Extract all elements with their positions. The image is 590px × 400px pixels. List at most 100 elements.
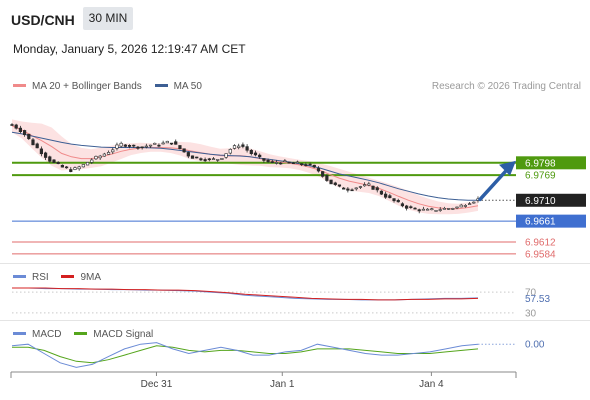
candle-body: [363, 184, 367, 187]
candle-body: [228, 148, 232, 154]
candle-body: [400, 203, 405, 207]
price-badge-resistance: [516, 156, 586, 170]
candle-body: [459, 204, 463, 208]
chart-datetime: Monday, January 5, 2026 12:19:47 AM CET: [13, 42, 246, 56]
candle-body: [434, 210, 438, 212]
candle-body: [10, 124, 14, 126]
candle-body: [153, 142, 157, 145]
candle-body: [295, 161, 300, 164]
candle-body: [203, 159, 207, 162]
candle-body: [417, 209, 421, 212]
candle-body: [384, 193, 388, 198]
candle-body: [245, 146, 249, 151]
candle-body: [207, 158, 211, 161]
candle-body: [283, 160, 287, 163]
rsi-legend: RSI 9MA: [13, 272, 101, 283]
candle-body: [463, 205, 468, 207]
candles-group: [10, 123, 480, 214]
candle-body: [430, 208, 434, 211]
candle-body: [237, 145, 241, 148]
price-label-support: 6.9584: [525, 249, 556, 260]
candle-body: [337, 184, 342, 187]
candle-body: [52, 159, 56, 163]
candle-body: [472, 201, 476, 204]
legend-item-ma50: MA 50: [154, 81, 202, 92]
price-label-resistance: 6.9769: [525, 171, 556, 182]
macd-line: [11, 342, 479, 368]
candle-body: [270, 161, 274, 163]
candle-body: [165, 140, 169, 144]
candle-body: [304, 164, 308, 166]
candle-body: [316, 168, 321, 172]
candle-body: [358, 186, 363, 188]
price-badge-pivot: [516, 214, 586, 228]
candle-body: [115, 144, 119, 149]
candle-body: [325, 175, 329, 181]
candle-body: [249, 149, 253, 154]
candle-body: [442, 208, 447, 210]
candle-body: [148, 144, 153, 147]
candle-body: [371, 185, 375, 190]
macd-signal-line: [12, 345, 479, 364]
rsi-ma-swatch-icon: [61, 274, 75, 278]
candle-body: [111, 149, 115, 153]
candle-body: [329, 179, 333, 185]
candle-body: [157, 144, 161, 147]
candle-body: [127, 144, 132, 147]
rsi-ma-line: [12, 287, 479, 301]
candle-body: [106, 152, 111, 155]
rsi-divider: [0, 263, 590, 264]
candle-body: [94, 155, 98, 160]
candle-body: [354, 187, 358, 190]
candle-body: [35, 143, 39, 149]
candle-body: [199, 158, 203, 161]
candle-body: [241, 144, 245, 147]
candle-body: [375, 187, 379, 191]
candle-body: [18, 127, 22, 132]
candle-body: [421, 208, 426, 211]
price-label-support: 6.9612: [525, 237, 556, 248]
candle-body: [136, 146, 140, 149]
legend-item-macd: MACD: [13, 329, 61, 340]
candle-body: [346, 188, 350, 191]
candle-body: [190, 155, 195, 159]
candle-body: [161, 142, 165, 145]
candle-body: [224, 153, 228, 158]
projection-arrow-head-icon: [499, 160, 516, 176]
candle-body: [468, 203, 472, 205]
candle-body: [43, 152, 48, 158]
candle-body: [342, 187, 346, 190]
candle-body: [379, 190, 384, 195]
candle-body: [409, 206, 413, 208]
price-label-resistance: 6.9798: [525, 158, 556, 169]
candle-body: [102, 153, 106, 157]
candle-body: [253, 152, 258, 156]
candle-body: [333, 182, 337, 185]
candle-body: [174, 141, 178, 145]
candle-body: [123, 144, 127, 147]
candle-body: [216, 159, 220, 161]
candle-body: [308, 163, 312, 166]
price-label-last_price: 6.9710: [525, 196, 556, 207]
candle-body: [321, 171, 325, 177]
candle-body: [81, 164, 85, 168]
ma50-line: [11, 131, 478, 201]
candle-body: [140, 146, 144, 149]
candle-body: [90, 159, 94, 163]
candle-body: [64, 166, 69, 169]
candle-body: [22, 130, 27, 136]
macd-tick-label: 0.00: [525, 340, 545, 351]
candle-body: [211, 158, 216, 160]
candle-body: [262, 158, 266, 161]
candle-body: [350, 189, 354, 192]
candle-body: [85, 162, 90, 166]
candle-body: [258, 154, 262, 158]
candle-body: [274, 162, 279, 164]
candle-body: [27, 133, 31, 140]
candle-body: [279, 162, 283, 165]
symbol-title: USD/CNH: [11, 12, 75, 28]
candle-body: [388, 195, 392, 199]
interval-button[interactable]: 30 MIN: [83, 7, 133, 30]
candle-body: [182, 148, 186, 153]
